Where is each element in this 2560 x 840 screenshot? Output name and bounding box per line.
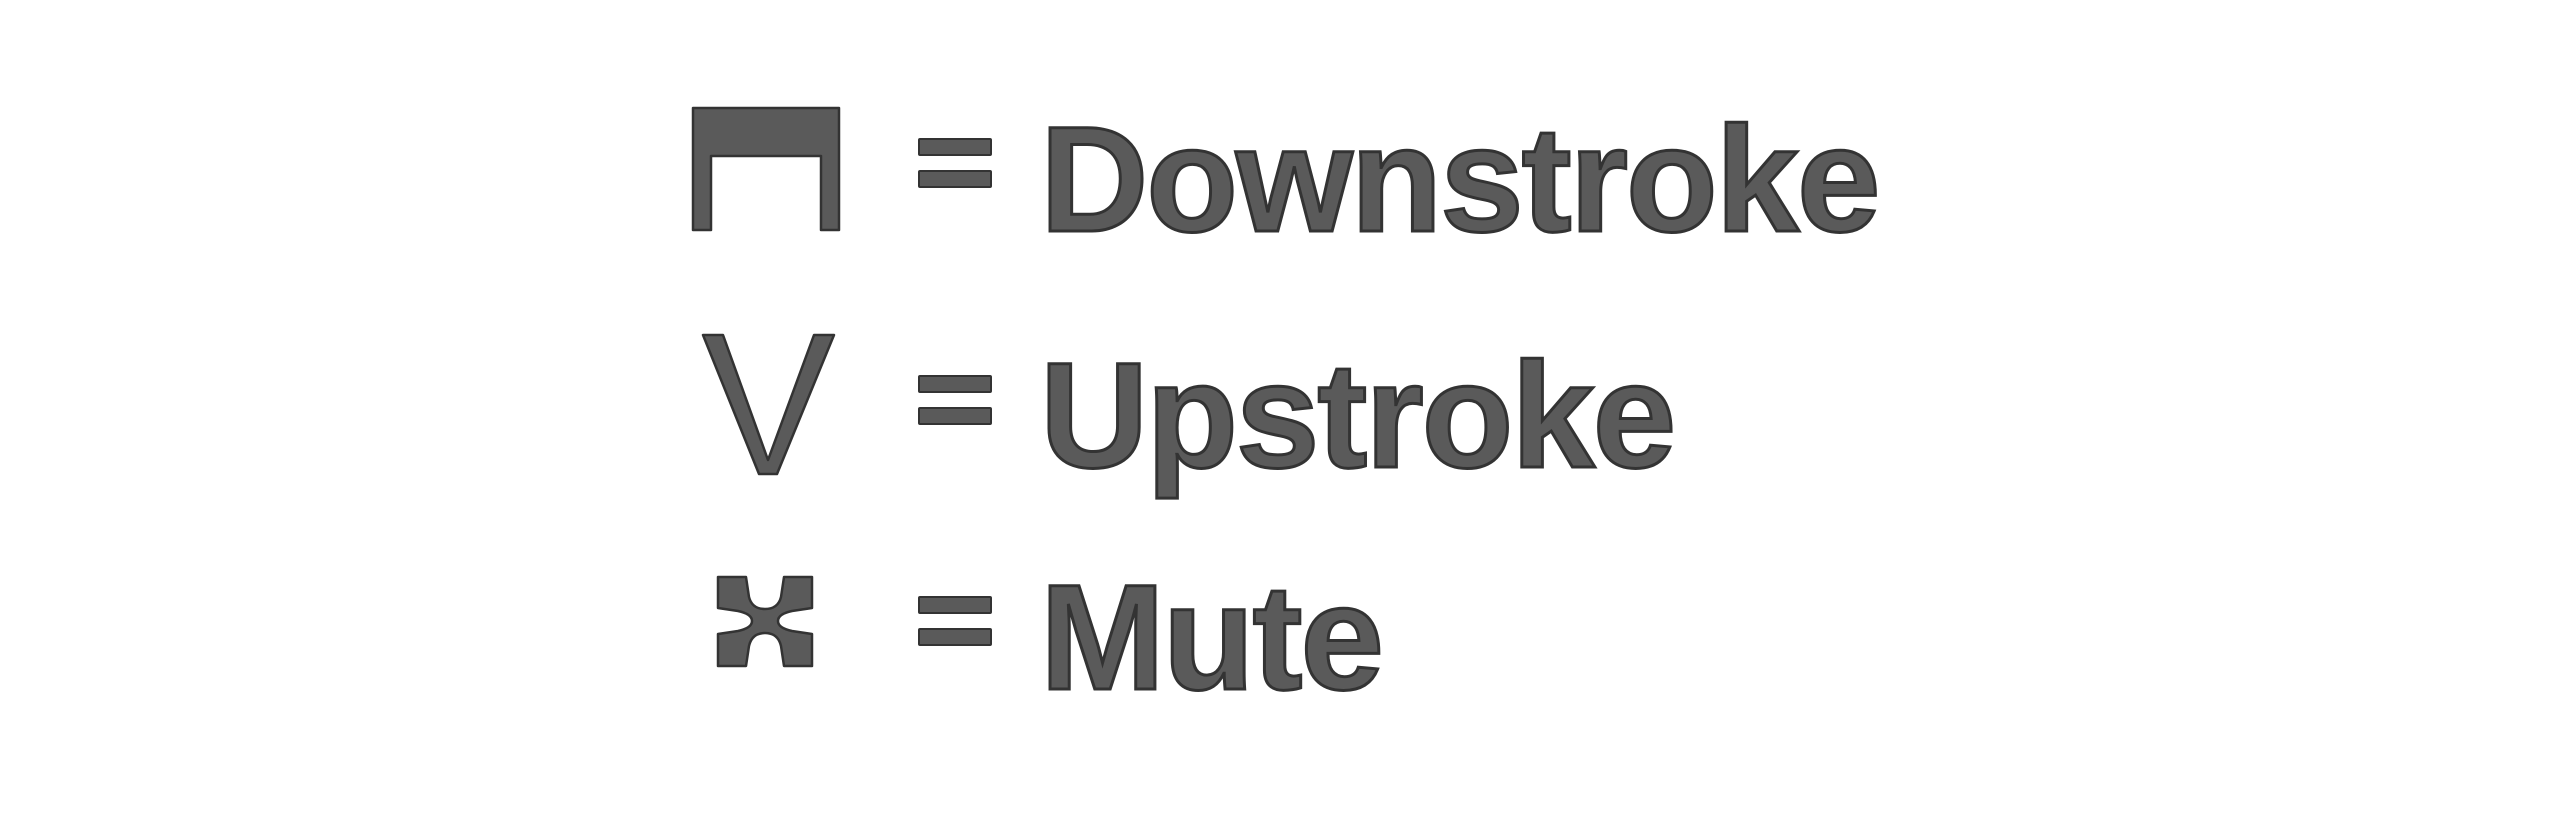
equals-sign xyxy=(918,138,994,198)
equals-bar-top xyxy=(918,596,992,614)
equals-sign xyxy=(918,596,994,656)
legend-row-upstroke: Upstroke xyxy=(0,330,2560,499)
label-mute: Mute xyxy=(1039,553,1386,721)
equals-bar-top xyxy=(918,375,992,393)
equals-bar-top xyxy=(918,138,992,156)
legend-row-mute: Mute xyxy=(0,560,2560,720)
upstroke-bow-icon xyxy=(701,333,836,476)
equals-bar-bottom xyxy=(918,407,992,425)
downstroke-bow-icon xyxy=(691,106,841,232)
equals-bar-bottom xyxy=(918,170,992,188)
equals-sign xyxy=(918,375,994,435)
legend-row-downstroke: Downstroke xyxy=(0,100,2560,260)
mute-icon xyxy=(716,575,814,668)
label-upstroke: Upstroke xyxy=(1038,331,1677,499)
equals-bar-bottom xyxy=(918,628,992,646)
label-downstroke: Downstroke xyxy=(1038,95,1881,263)
